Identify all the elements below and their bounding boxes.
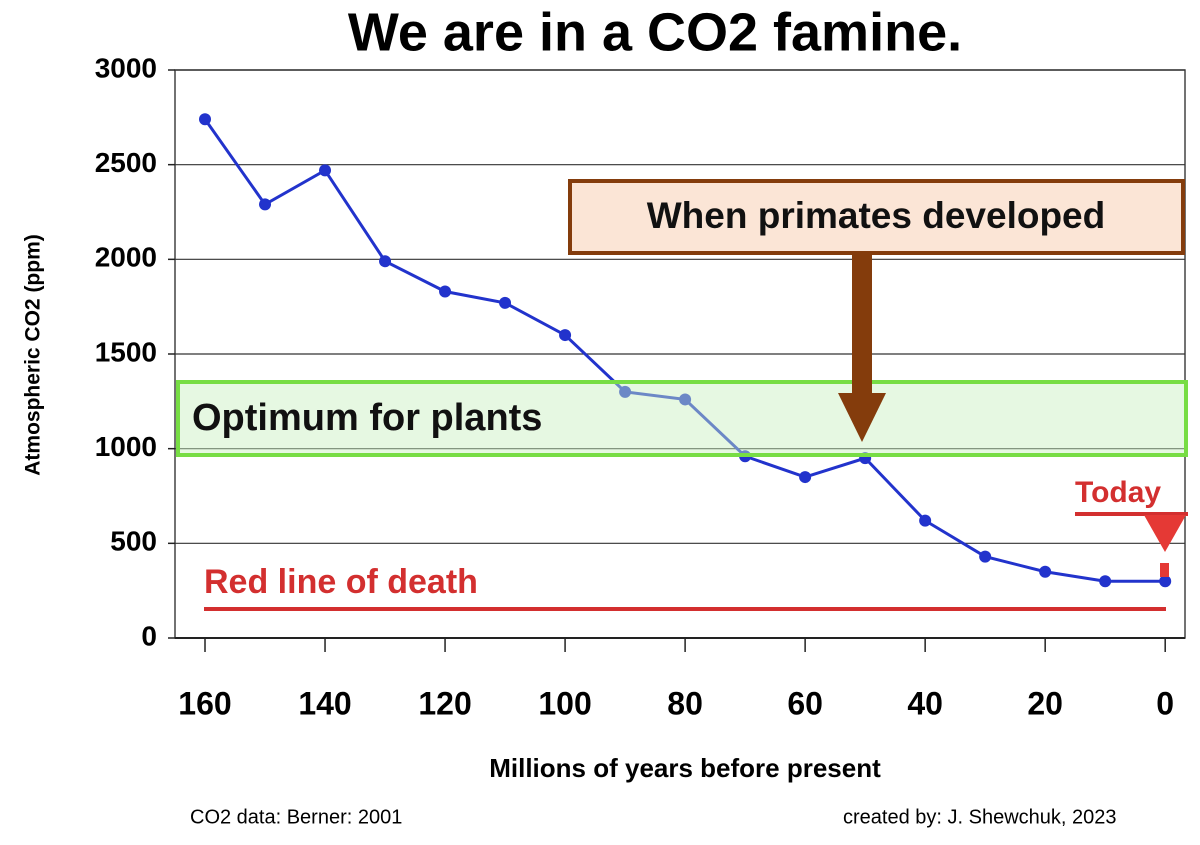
optimum-label: Optimum for plants	[192, 397, 542, 439]
footer-source: CO2 data: Berner: 2001	[190, 806, 402, 828]
data-point	[379, 255, 392, 268]
x-tick-label: 60	[787, 685, 823, 721]
data-point	[1099, 575, 1112, 588]
x-tick-label: 140	[298, 685, 351, 721]
y-tick-label: 2000	[95, 242, 157, 273]
x-tick-label: 40	[907, 685, 943, 721]
data-point	[979, 550, 992, 563]
plot-area: 0 500 1000 1500 2000 2500 3000 160 140 120 100 80 60…	[95, 52, 1186, 721]
primates-arrow-shaft	[852, 253, 872, 393]
data-point	[619, 385, 632, 398]
y-tick-label: 1000	[95, 431, 157, 462]
y-tick-label: 2500	[95, 147, 157, 178]
x-tick-label: 120	[418, 685, 471, 721]
x-axis-label: Millions of years before present	[489, 753, 881, 783]
data-point	[1159, 575, 1172, 588]
primates-label: When primates developed	[647, 195, 1106, 236]
annotations: Optimum for plants When primates develop…	[176, 179, 1188, 611]
x-tick-label: 0	[1156, 685, 1174, 721]
y-tick-label: 0	[141, 620, 157, 651]
y-tick-label: 1500	[95, 336, 157, 367]
primates-box	[568, 179, 1185, 255]
data-point	[1039, 565, 1052, 578]
data-point	[499, 296, 512, 309]
chart-title: We are in a CO2 famine.	[348, 2, 962, 62]
y-tick-label: 500	[110, 526, 157, 557]
data-point	[199, 113, 212, 126]
footer-credit: created by: J. Shewchuk, 2023	[843, 806, 1117, 828]
data-point	[559, 329, 572, 342]
today-arrow	[1144, 515, 1186, 552]
optimum-band	[176, 380, 1188, 457]
today-marker	[1160, 563, 1169, 577]
data-point	[679, 393, 692, 406]
data-point	[919, 514, 932, 527]
data-point	[319, 164, 332, 177]
x-tick-label: 20	[1027, 685, 1063, 721]
y-axis-label: Atmospheric CO2 (ppm)	[22, 234, 45, 476]
primates-arrow-head	[838, 393, 886, 442]
x-tick-label: 100	[538, 685, 591, 721]
data-point	[799, 471, 812, 484]
x-tick-label: 80	[667, 685, 703, 721]
death-label: Red line of death	[204, 563, 478, 601]
x-tick-label: 160	[178, 685, 231, 721]
data-point	[439, 285, 452, 298]
y-tick-label: 3000	[95, 52, 157, 83]
today-label: Today	[1075, 476, 1161, 509]
data-point	[259, 198, 272, 211]
